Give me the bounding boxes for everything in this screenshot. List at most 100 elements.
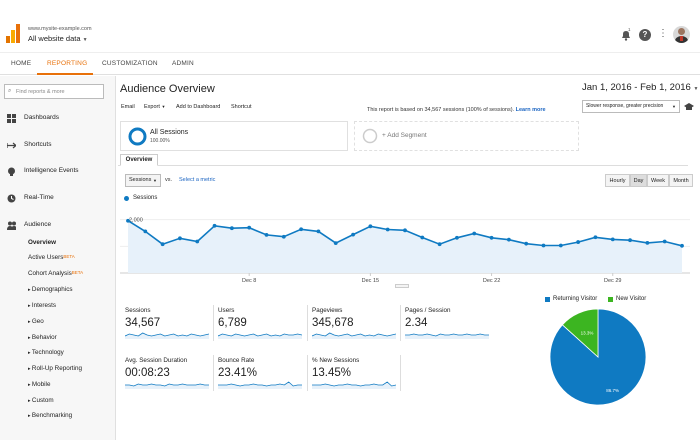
data-point[interactable] bbox=[160, 242, 165, 247]
granularity-month-button[interactable]: Month bbox=[669, 174, 693, 187]
data-point[interactable] bbox=[593, 235, 598, 240]
site-url: www.mysite-example.com bbox=[28, 26, 92, 32]
metric-value: 6,789 bbox=[218, 317, 247, 329]
data-point[interactable] bbox=[299, 227, 304, 232]
data-point[interactable] bbox=[264, 232, 269, 237]
data-point[interactable] bbox=[316, 229, 321, 234]
data-point[interactable] bbox=[472, 231, 477, 236]
data-point[interactable] bbox=[437, 242, 442, 247]
data-point[interactable] bbox=[195, 239, 200, 244]
precision-select[interactable]: Slower response, greater precision ▼ bbox=[582, 100, 680, 113]
data-point[interactable] bbox=[143, 229, 148, 234]
add-segment-button[interactable]: + Add Segment bbox=[354, 121, 579, 151]
help-icon[interactable]: ? bbox=[639, 29, 651, 41]
granularity-week-button[interactable]: Week bbox=[647, 174, 669, 187]
sidebar-subitem-label: Demographics bbox=[31, 286, 73, 293]
sidebar-item-label: Dashboards bbox=[24, 114, 60, 121]
data-point[interactable] bbox=[576, 240, 581, 244]
avatar[interactable] bbox=[673, 26, 690, 43]
metric-divider bbox=[307, 305, 308, 341]
view-selector[interactable]: All website data ▼ bbox=[28, 34, 88, 43]
select-metric-link[interactable]: Select a metric bbox=[179, 177, 216, 183]
main-tabs: HOME REPORTING CUSTOMIZATION ADMIN bbox=[0, 52, 700, 75]
granularity-day-button[interactable]: Day bbox=[630, 174, 647, 187]
data-point[interactable] bbox=[558, 243, 563, 248]
granularity-hourly-button[interactable]: Hourly bbox=[605, 174, 630, 187]
clock-icon bbox=[7, 194, 16, 203]
shortcut-button[interactable]: Shortcut bbox=[231, 104, 252, 110]
pie-slice[interactable] bbox=[561, 308, 599, 358]
chart-resize-handle[interactable] bbox=[395, 284, 409, 288]
data-point[interactable] bbox=[506, 237, 511, 242]
metric-select[interactable]: Sessions ▼ bbox=[125, 174, 161, 187]
sidebar-subitem-overview[interactable]: Overview bbox=[28, 239, 56, 246]
search-input[interactable]: ⌕ Find reports & more bbox=[4, 84, 104, 99]
sidebar-subitem-technology[interactable]: Technology bbox=[28, 349, 64, 356]
data-point[interactable] bbox=[628, 238, 632, 243]
sampling-text-suffix: sessions (100% of sessions). bbox=[442, 107, 515, 113]
sidebar-subitem-label: Behavior bbox=[31, 334, 57, 341]
metric-value: 13.45% bbox=[312, 367, 352, 379]
sidebar-subitem-demographics[interactable]: Demographics bbox=[28, 286, 73, 293]
graduation-cap-icon[interactable] bbox=[684, 103, 694, 111]
sidebar-subitem-benchmarking[interactable]: Benchmarking bbox=[28, 412, 72, 419]
data-point[interactable] bbox=[126, 218, 130, 223]
data-point[interactable] bbox=[229, 226, 234, 231]
sparkline-bounce-rate bbox=[218, 381, 302, 389]
data-point[interactable] bbox=[420, 235, 425, 240]
tab-customization[interactable]: CUSTOMIZATION bbox=[102, 60, 158, 67]
sidebar-subitem-label: Cohort Analysis bbox=[28, 270, 72, 277]
data-point[interactable] bbox=[680, 243, 684, 248]
sidebar-subitem-geo[interactable]: Geo bbox=[28, 318, 44, 325]
vs-label: vs. bbox=[165, 177, 173, 183]
metric-divider bbox=[213, 305, 214, 341]
visitor-type-pie-chart: 86.7% 13.3% bbox=[549, 308, 647, 406]
data-point[interactable] bbox=[212, 223, 217, 228]
export-button[interactable]: Export ▼ bbox=[144, 104, 165, 110]
more-vert-icon[interactable]: ⋮ bbox=[658, 28, 668, 39]
sidebar-subitem-cohort-analysis[interactable]: Cohort AnalysisBETA bbox=[28, 270, 83, 277]
tab-overview[interactable]: Overview bbox=[120, 154, 158, 166]
data-point[interactable] bbox=[524, 241, 529, 246]
data-point[interactable] bbox=[403, 228, 407, 233]
data-point[interactable] bbox=[178, 236, 182, 241]
sidebar-subitem-interests[interactable]: Interests bbox=[28, 302, 56, 309]
pie-slice-label: 86.7% bbox=[606, 388, 619, 393]
data-point[interactable] bbox=[455, 235, 459, 240]
tab-reporting[interactable]: REPORTING bbox=[47, 60, 88, 67]
data-point[interactable] bbox=[247, 225, 252, 230]
data-point[interactable] bbox=[385, 227, 390, 232]
data-point[interactable] bbox=[662, 239, 667, 244]
sidebar bbox=[0, 76, 116, 440]
tab-home[interactable]: HOME bbox=[11, 60, 32, 67]
segment-all-sessions[interactable]: All Sessions 100.00% bbox=[120, 121, 348, 151]
sidebar-subitem-mobile[interactable]: Mobile bbox=[28, 381, 51, 388]
date-range-picker[interactable]: Jan 1, 2016 - Feb 1, 2016 ▼ bbox=[582, 82, 698, 93]
data-point[interactable] bbox=[541, 243, 546, 248]
data-point[interactable] bbox=[610, 237, 615, 242]
sidebar-subitem-custom[interactable]: Custom bbox=[28, 397, 54, 404]
metric-label: % New Sessions bbox=[312, 357, 360, 364]
sidebar-subitem-behavior[interactable]: Behavior bbox=[28, 334, 57, 341]
sidebar-subitem-roll-up-reporting[interactable]: Roll-Up Reporting bbox=[28, 365, 82, 372]
pie-slice[interactable] bbox=[549, 308, 647, 406]
sparkline-pages-per-session bbox=[405, 333, 489, 339]
data-point[interactable] bbox=[333, 241, 338, 246]
dashboard-grid-icon bbox=[7, 114, 16, 123]
data-point[interactable] bbox=[351, 232, 355, 237]
sidebar-subitem-active-users[interactable]: Active UsersBETA bbox=[28, 254, 75, 261]
metric-value: 345,678 bbox=[312, 317, 354, 329]
tab-admin[interactable]: ADMIN bbox=[172, 60, 194, 67]
add-to-dashboard-button[interactable]: Add to Dashboard bbox=[176, 104, 221, 110]
data-point[interactable] bbox=[645, 240, 650, 245]
data-point[interactable] bbox=[489, 235, 494, 240]
notification-bell-icon[interactable]: 1 bbox=[620, 27, 632, 41]
data-point[interactable] bbox=[281, 234, 286, 239]
data-point[interactable] bbox=[368, 224, 373, 229]
sidebar-subitem-label: Benchmarking bbox=[31, 412, 73, 419]
email-button[interactable]: Email bbox=[121, 104, 135, 110]
active-tab-indicator bbox=[37, 73, 93, 75]
learn-more-link[interactable]: Learn more bbox=[515, 107, 546, 113]
sparkline-new-sessions bbox=[312, 381, 396, 389]
